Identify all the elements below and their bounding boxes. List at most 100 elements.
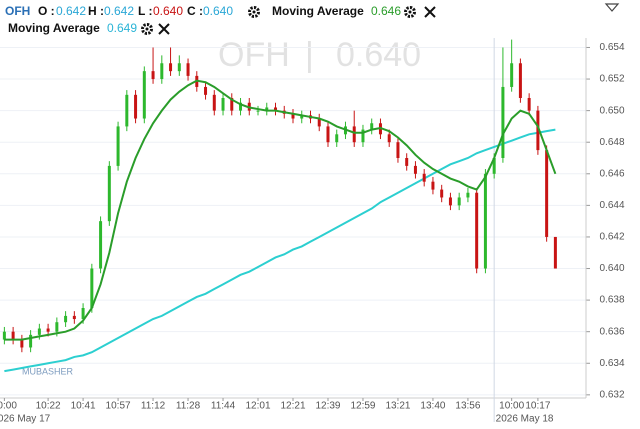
x-tick-label: 11:28 bbox=[176, 401, 201, 412]
y-tick-label: 0.646 bbox=[599, 168, 624, 179]
x-tick-label: 11:44 bbox=[211, 401, 236, 412]
candle-body bbox=[361, 129, 365, 143]
candle-body bbox=[169, 63, 173, 72]
candle-body bbox=[335, 134, 339, 143]
x-tick-label: 12:39 bbox=[315, 401, 340, 412]
candle-body bbox=[448, 197, 452, 206]
watermark-price: 0.640 bbox=[336, 36, 421, 74]
candle-body bbox=[142, 71, 146, 119]
candle-body bbox=[230, 98, 234, 111]
open-value: 0.642 bbox=[56, 4, 86, 18]
x-tick-label: 12:59 bbox=[350, 401, 375, 412]
candle-body bbox=[440, 189, 444, 198]
high-value: 0.642 bbox=[104, 4, 134, 18]
y-tick-label: 0.634 bbox=[599, 358, 624, 369]
candle-body bbox=[72, 315, 76, 320]
candle-body bbox=[116, 126, 120, 166]
symbol: OFH bbox=[5, 4, 30, 18]
candle-body bbox=[212, 94, 216, 111]
candle-body bbox=[501, 86, 505, 158]
candle-body bbox=[29, 334, 33, 348]
candle-body bbox=[204, 86, 208, 95]
plot: 0.632 0.634 0.636 0.638 0.640 0.642 0.644 0.646… bbox=[0, 38, 625, 425]
moving-average-line bbox=[4, 79, 557, 341]
watermark: OFH | 0.640 bbox=[218, 36, 421, 74]
date-label: 2026 May 17 bbox=[0, 414, 51, 424]
x-tick-label: 10:17 bbox=[525, 401, 550, 412]
candle-body bbox=[352, 126, 356, 143]
candle-body bbox=[553, 236, 557, 269]
candle-body bbox=[2, 331, 6, 340]
candle-body bbox=[370, 123, 374, 130]
candle-body bbox=[64, 315, 68, 323]
candle-body bbox=[221, 98, 225, 111]
candle-body bbox=[107, 165, 111, 222]
candle-body bbox=[125, 94, 129, 127]
candle-body bbox=[518, 63, 522, 98]
candle-body bbox=[387, 134, 391, 143]
candle-body bbox=[151, 71, 155, 80]
y-tick-label: 0.648 bbox=[599, 137, 624, 148]
x-tick-label: 10:41 bbox=[71, 401, 96, 412]
x-tick-label: 13:56 bbox=[455, 401, 480, 412]
y-tick-label: 0.644 bbox=[599, 200, 624, 211]
candle-body bbox=[536, 110, 540, 151]
candle-body bbox=[177, 63, 181, 72]
open-label: O : bbox=[38, 4, 55, 18]
candle-body bbox=[483, 173, 487, 269]
candle-body bbox=[527, 98, 531, 111]
high-label: H : bbox=[88, 4, 104, 18]
x-tick-label: 10:00 bbox=[0, 401, 17, 412]
candle-body bbox=[317, 118, 321, 127]
candle-body bbox=[405, 158, 409, 166]
candle-body bbox=[466, 192, 470, 198]
low-label: L : bbox=[138, 4, 152, 18]
candle-body bbox=[81, 308, 85, 320]
close-value: 0.640 bbox=[203, 4, 233, 18]
candle-body bbox=[90, 268, 94, 308]
y-tick-label: 0.654 bbox=[599, 42, 624, 53]
candle-body bbox=[20, 339, 24, 348]
y-tick-label: 0.650 bbox=[599, 105, 624, 116]
low-value: 0.640 bbox=[153, 4, 183, 18]
candle-body bbox=[55, 322, 59, 332]
candle-body bbox=[326, 126, 330, 143]
candle-body bbox=[160, 63, 164, 80]
settings-icon[interactable] bbox=[404, 6, 416, 18]
moving-average-line bbox=[4, 128, 556, 373]
logo: MUBASHER bbox=[22, 366, 74, 376]
candle-body bbox=[300, 115, 304, 119]
legend-name: Moving Average bbox=[272, 4, 364, 18]
x-tick-label: 12:01 bbox=[245, 401, 270, 412]
candle-body bbox=[37, 328, 41, 335]
candle-body bbox=[265, 107, 269, 111]
candle-body bbox=[46, 328, 50, 332]
y-tick-label: 0.632 bbox=[599, 389, 624, 400]
candle-body bbox=[431, 181, 435, 190]
close-icon[interactable] bbox=[424, 6, 436, 18]
x-tick-label: 10:57 bbox=[106, 401, 131, 412]
candle-body bbox=[475, 192, 479, 269]
settings-icon[interactable] bbox=[141, 23, 153, 35]
y-tick-label: 0.638 bbox=[599, 295, 624, 306]
x-tick-label: 10:22 bbox=[36, 401, 61, 412]
candle-body bbox=[11, 331, 15, 340]
candle-body bbox=[413, 165, 417, 174]
watermark-symbol: OFH bbox=[218, 36, 290, 74]
candle-body bbox=[396, 142, 400, 158]
x-tick-label: 10:00 bbox=[499, 401, 524, 412]
menu-icon[interactable] bbox=[604, 3, 620, 12]
candle-body bbox=[256, 110, 260, 112]
watermark-separator: | bbox=[305, 36, 314, 74]
candle-body bbox=[492, 158, 496, 174]
candle-body bbox=[545, 150, 549, 237]
x-tick-label: 13:40 bbox=[420, 401, 445, 412]
legend-name: Moving Average bbox=[8, 21, 100, 35]
y-tick-label: 0.652 bbox=[599, 74, 624, 85]
settings-icon[interactable] bbox=[248, 6, 260, 18]
close-icon[interactable] bbox=[158, 23, 170, 35]
candle-body bbox=[186, 63, 190, 76]
x-tick-label: 12:21 bbox=[280, 401, 305, 412]
y-tick-label: 0.640 bbox=[599, 263, 624, 274]
